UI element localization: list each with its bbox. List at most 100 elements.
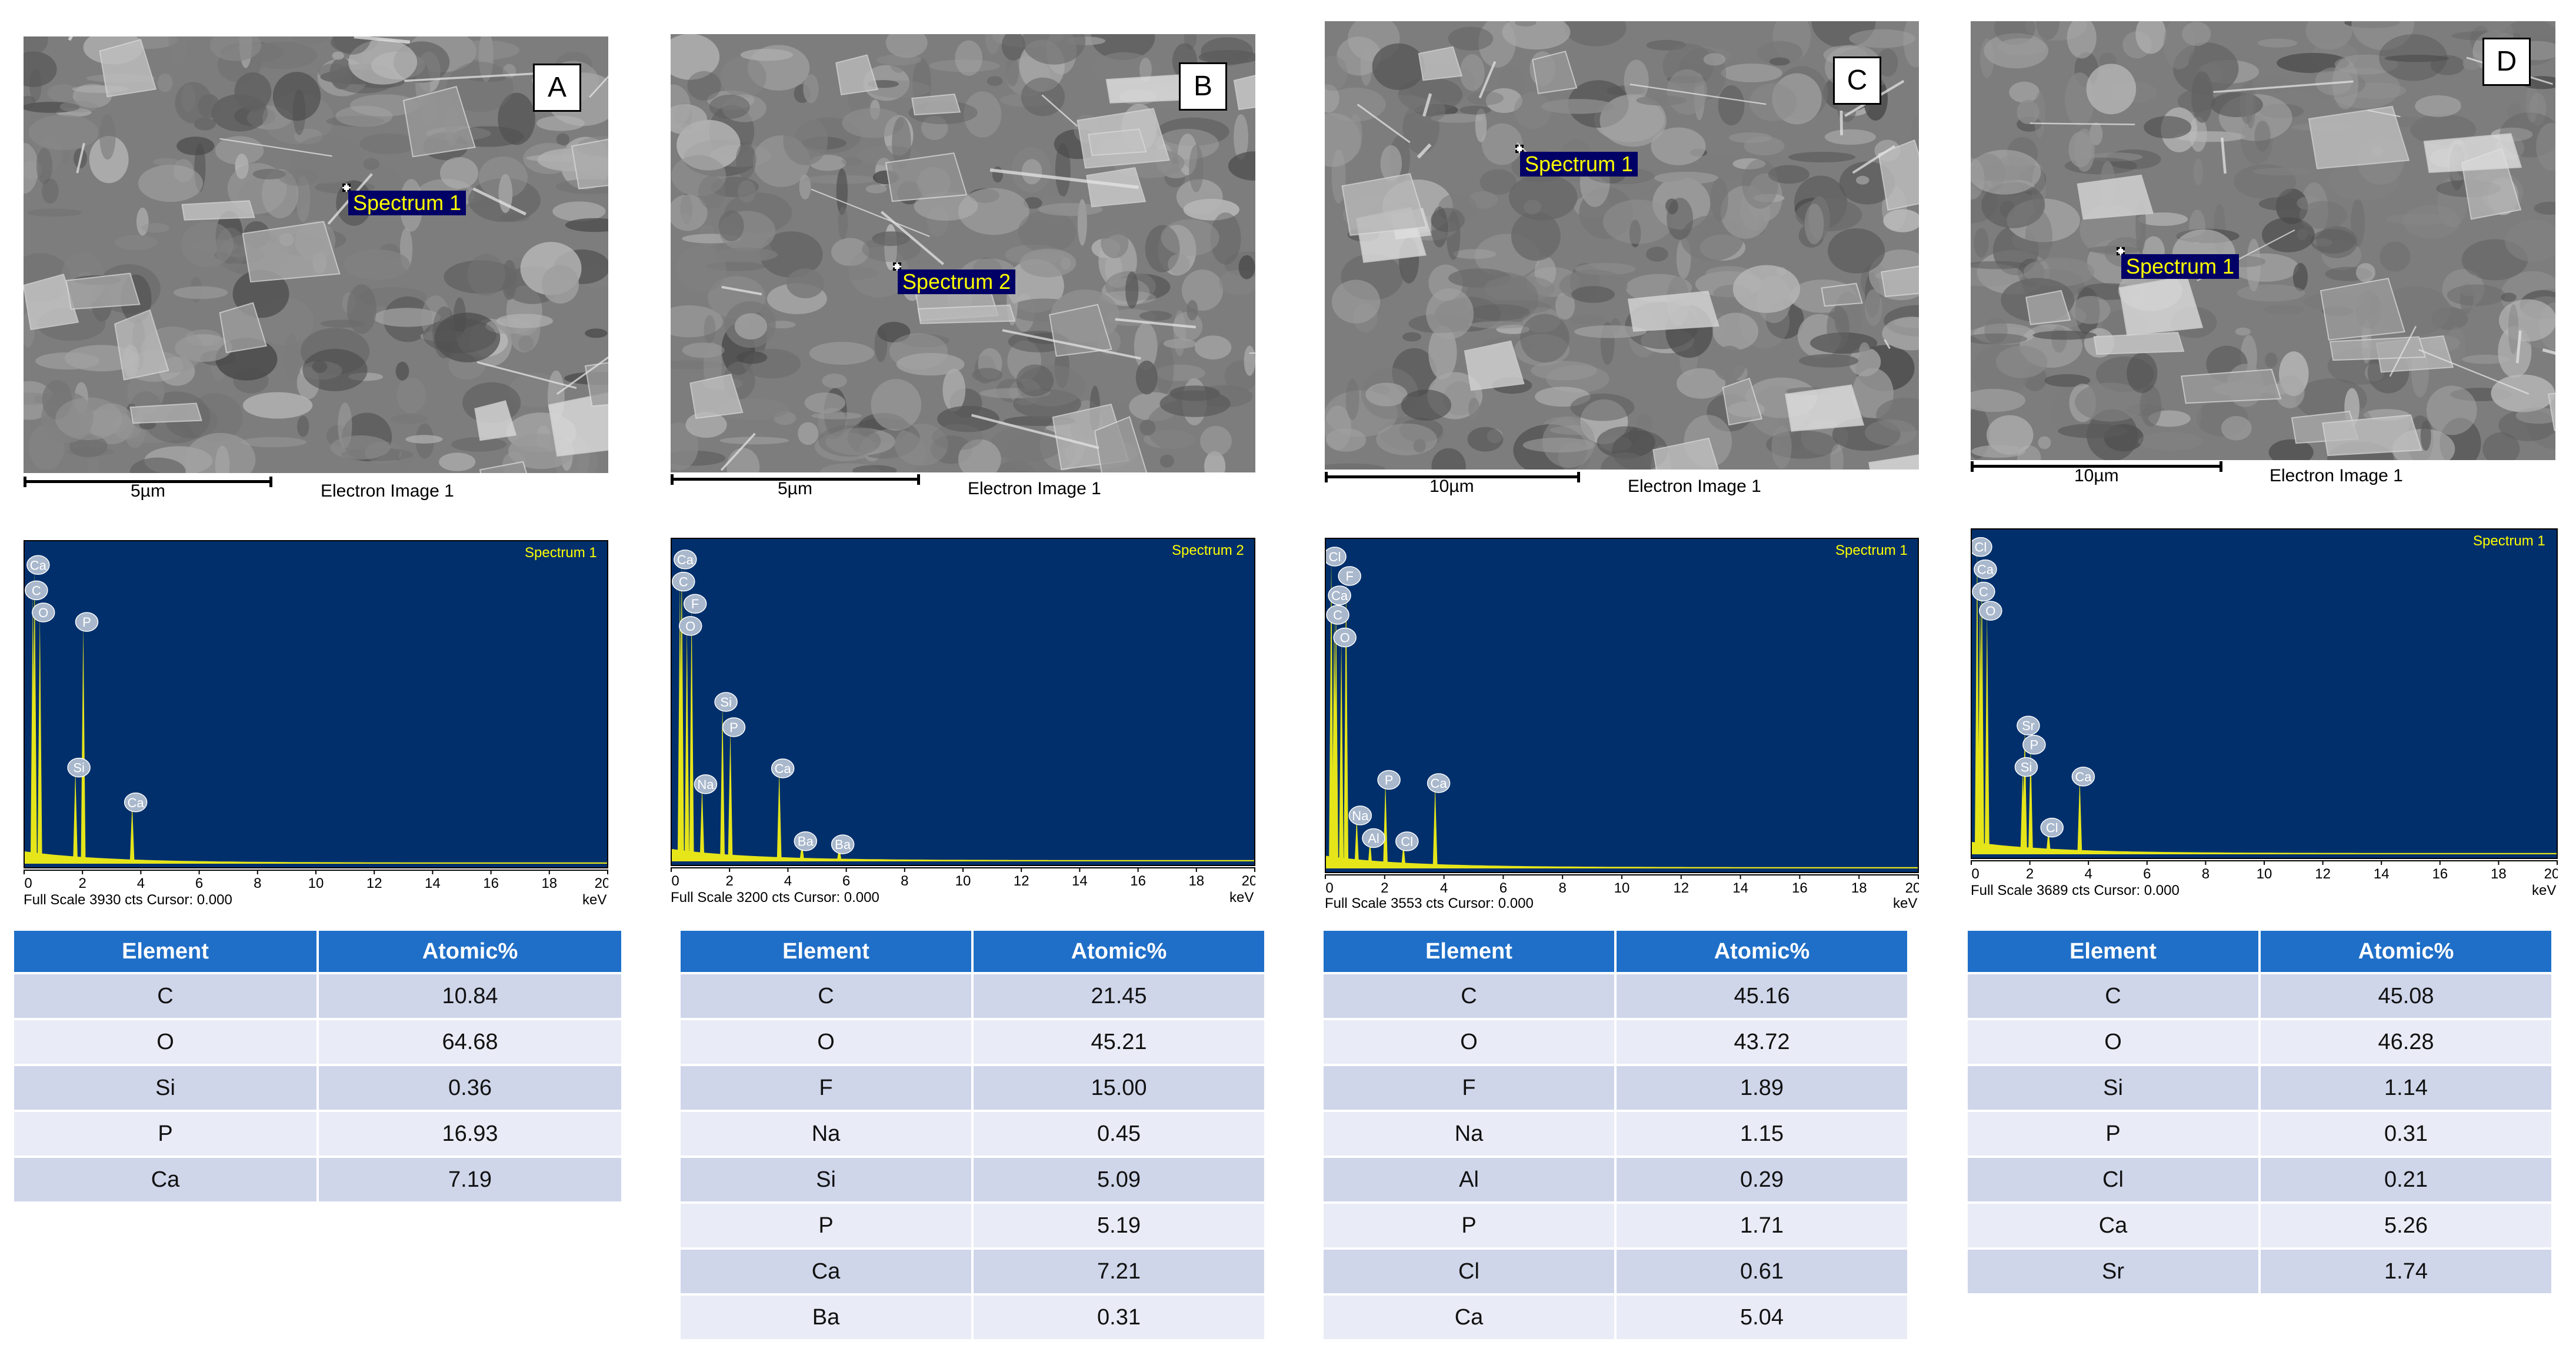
peak-label: P <box>722 717 746 737</box>
table-header-element: Element <box>14 931 316 972</box>
peak-label-text: Si <box>73 761 85 775</box>
element-cell: O <box>1968 1020 2258 1064</box>
peak-label-text: Ca <box>30 558 47 572</box>
spectrum-chart-c: Cl F Ca CO P Ca Na Al Cl <box>1323 547 1918 868</box>
peak-label-text: F <box>691 597 699 611</box>
axis-tick-label: 2 <box>1381 880 1388 894</box>
peak-label-text: Si <box>2021 760 2032 775</box>
axis-tick-label: 20 <box>595 875 608 890</box>
element-cell: Ca <box>1324 1296 1614 1339</box>
spectrum-marker-a <box>342 184 351 192</box>
spectrum-peak <box>777 769 782 861</box>
axis-tick-label: 0 <box>671 873 679 887</box>
table-row: Ba 0.31 <box>681 1296 1264 1339</box>
spectrum-peak <box>1354 817 1359 868</box>
peak-label-text: Cl <box>1401 834 1413 849</box>
atomic-percent-cell: 7.19 <box>319 1158 621 1201</box>
axis-tick-label: 2 <box>2026 866 2034 880</box>
atomic-percent-cell: 1.74 <box>2261 1250 2551 1293</box>
spectrum-peak <box>81 623 86 864</box>
image-label-a: Electron Image 1 <box>321 481 454 501</box>
peak-label-text: O <box>685 619 695 634</box>
peak-label: Ca <box>771 758 795 778</box>
spectrum-title-b: Spectrum 2 <box>1172 542 1244 558</box>
sem-image-c <box>1325 21 1919 470</box>
axis-tick-label: 18 <box>1851 880 1867 894</box>
peak-label-text: Sr <box>2022 718 2035 733</box>
spectrum-title-c: Spectrum 1 <box>1835 542 1908 558</box>
element-cell: Sr <box>1968 1250 2258 1293</box>
axis-tick-label: 10 <box>308 875 324 890</box>
image-label-b: Electron Image 1 <box>968 479 1101 498</box>
axis-tick-label: 10 <box>2257 866 2272 880</box>
table-row: F 1.89 <box>1324 1066 1907 1110</box>
element-cell: Si <box>1968 1066 2258 1110</box>
table-row: C 45.16 <box>1324 974 1907 1018</box>
scale-label-a: 5µm <box>131 481 165 501</box>
axis-tick-label: 6 <box>195 875 203 890</box>
spectrum-footer-d: Full Scale 3689 cts Cursor: 0.000 <box>1971 883 2180 898</box>
spectrum-plot-c: Cl F Ca C O P Ca Na Al Cl <box>1323 538 1919 873</box>
peak-label-text: Al <box>1368 831 1379 846</box>
peak-label-text: Si <box>720 695 732 710</box>
atomic-percent-cell: 1.15 <box>1617 1112 1907 1156</box>
peak-label-text: Na <box>697 777 714 792</box>
spectrum-peak <box>1332 616 1337 868</box>
sem-texture <box>1325 21 1919 470</box>
table-row: Si 5.09 <box>681 1158 1264 1201</box>
atomic-percent-cell: 0.21 <box>2261 1158 2551 1201</box>
peak-label-text: O <box>38 605 48 620</box>
scale-bar-b <box>671 478 920 481</box>
table-row: Si 1.14 <box>1968 1066 2551 1110</box>
peak-label: Ca <box>2071 767 2095 787</box>
atomic-percent-cell: 1.71 <box>1617 1204 1907 1247</box>
peak-label-text: Ba <box>798 834 814 849</box>
element-cell: C <box>1968 974 2258 1018</box>
table-row: Al 0.29 <box>1324 1158 1907 1201</box>
table-row: O 45.21 <box>681 1020 1264 1064</box>
element-cell: P <box>14 1112 316 1156</box>
table-row: O 46.28 <box>1968 1020 2551 1064</box>
spectrum-background <box>25 851 607 864</box>
axis-tick-label: 4 <box>137 875 145 890</box>
atomic-table-body-d: C 45.08 O 46.28 Si 1.14 P 0.31 Cl 0.21 Ca 5.26 Sr 1.7… <box>1968 974 2551 1293</box>
table-row: C 21.45 <box>681 974 1264 1018</box>
table-header-atomic: Atomic% <box>1617 931 1907 972</box>
table-row: O 43.72 <box>1324 1020 1907 1064</box>
spectrum-tag-c: Spectrum 1 <box>1520 152 1638 177</box>
atomic-percent-cell: 21.45 <box>974 974 1264 1018</box>
peak-label: Si <box>2014 757 2038 777</box>
atomic-table-a: Element Atomic% C 10.84 O 64.68 Si 0.36 P 16.93… <box>12 928 624 1204</box>
scale-tick-right-c <box>1577 472 1580 482</box>
peak-label: Ca <box>1427 773 1451 793</box>
peak-label-text: P <box>729 720 738 735</box>
atomic-percent-cell: 0.36 <box>319 1066 621 1110</box>
peak-label: Si <box>714 692 738 712</box>
spectrum-peak <box>1401 843 1406 868</box>
spectrum-marker-d <box>2117 247 2125 255</box>
table-row: P 0.31 <box>1968 1112 2551 1156</box>
peak-label: F <box>683 594 707 614</box>
spectrum-peak <box>2046 828 2051 854</box>
spectrum-chart-d: Cl Ca CO Sr P Si Ca Cl <box>1969 537 2557 854</box>
spectrum-peak <box>129 803 135 864</box>
scale-tick-right-d <box>2220 461 2222 472</box>
spectrum-peak <box>689 605 694 861</box>
spectrum-plot-b: Ca C F O Si P Na Ca Ba Ba <box>671 538 1255 866</box>
table-row: Cl 0.61 <box>1324 1250 1907 1293</box>
axis-tick-label: 12 <box>1673 880 1689 894</box>
table-row: Ca 7.19 <box>14 1158 621 1201</box>
peak-label-text: Cl <box>1975 540 1987 555</box>
element-cell: F <box>1324 1066 1614 1110</box>
peak-label: C <box>1326 605 1349 625</box>
atomic-table-c: Element Atomic% C 45.16 O 43.72 F 1.89 Na 1.15 A… <box>1321 928 1909 1341</box>
spectrum-plot-d: Cl Ca C O Sr P Si Ca Cl <box>1969 528 2558 859</box>
spectrum-marker-c <box>1515 145 1524 153</box>
peak-label: Ca <box>124 793 148 813</box>
spectrum-background <box>1326 855 1918 868</box>
table-row: Ca 5.26 <box>1968 1204 2551 1247</box>
element-cell: F <box>681 1066 971 1110</box>
atomic-percent-cell: 10.84 <box>319 974 621 1018</box>
axis-tick-label: 20 <box>1905 880 1919 894</box>
axis-tick-label: 10 <box>955 873 971 887</box>
